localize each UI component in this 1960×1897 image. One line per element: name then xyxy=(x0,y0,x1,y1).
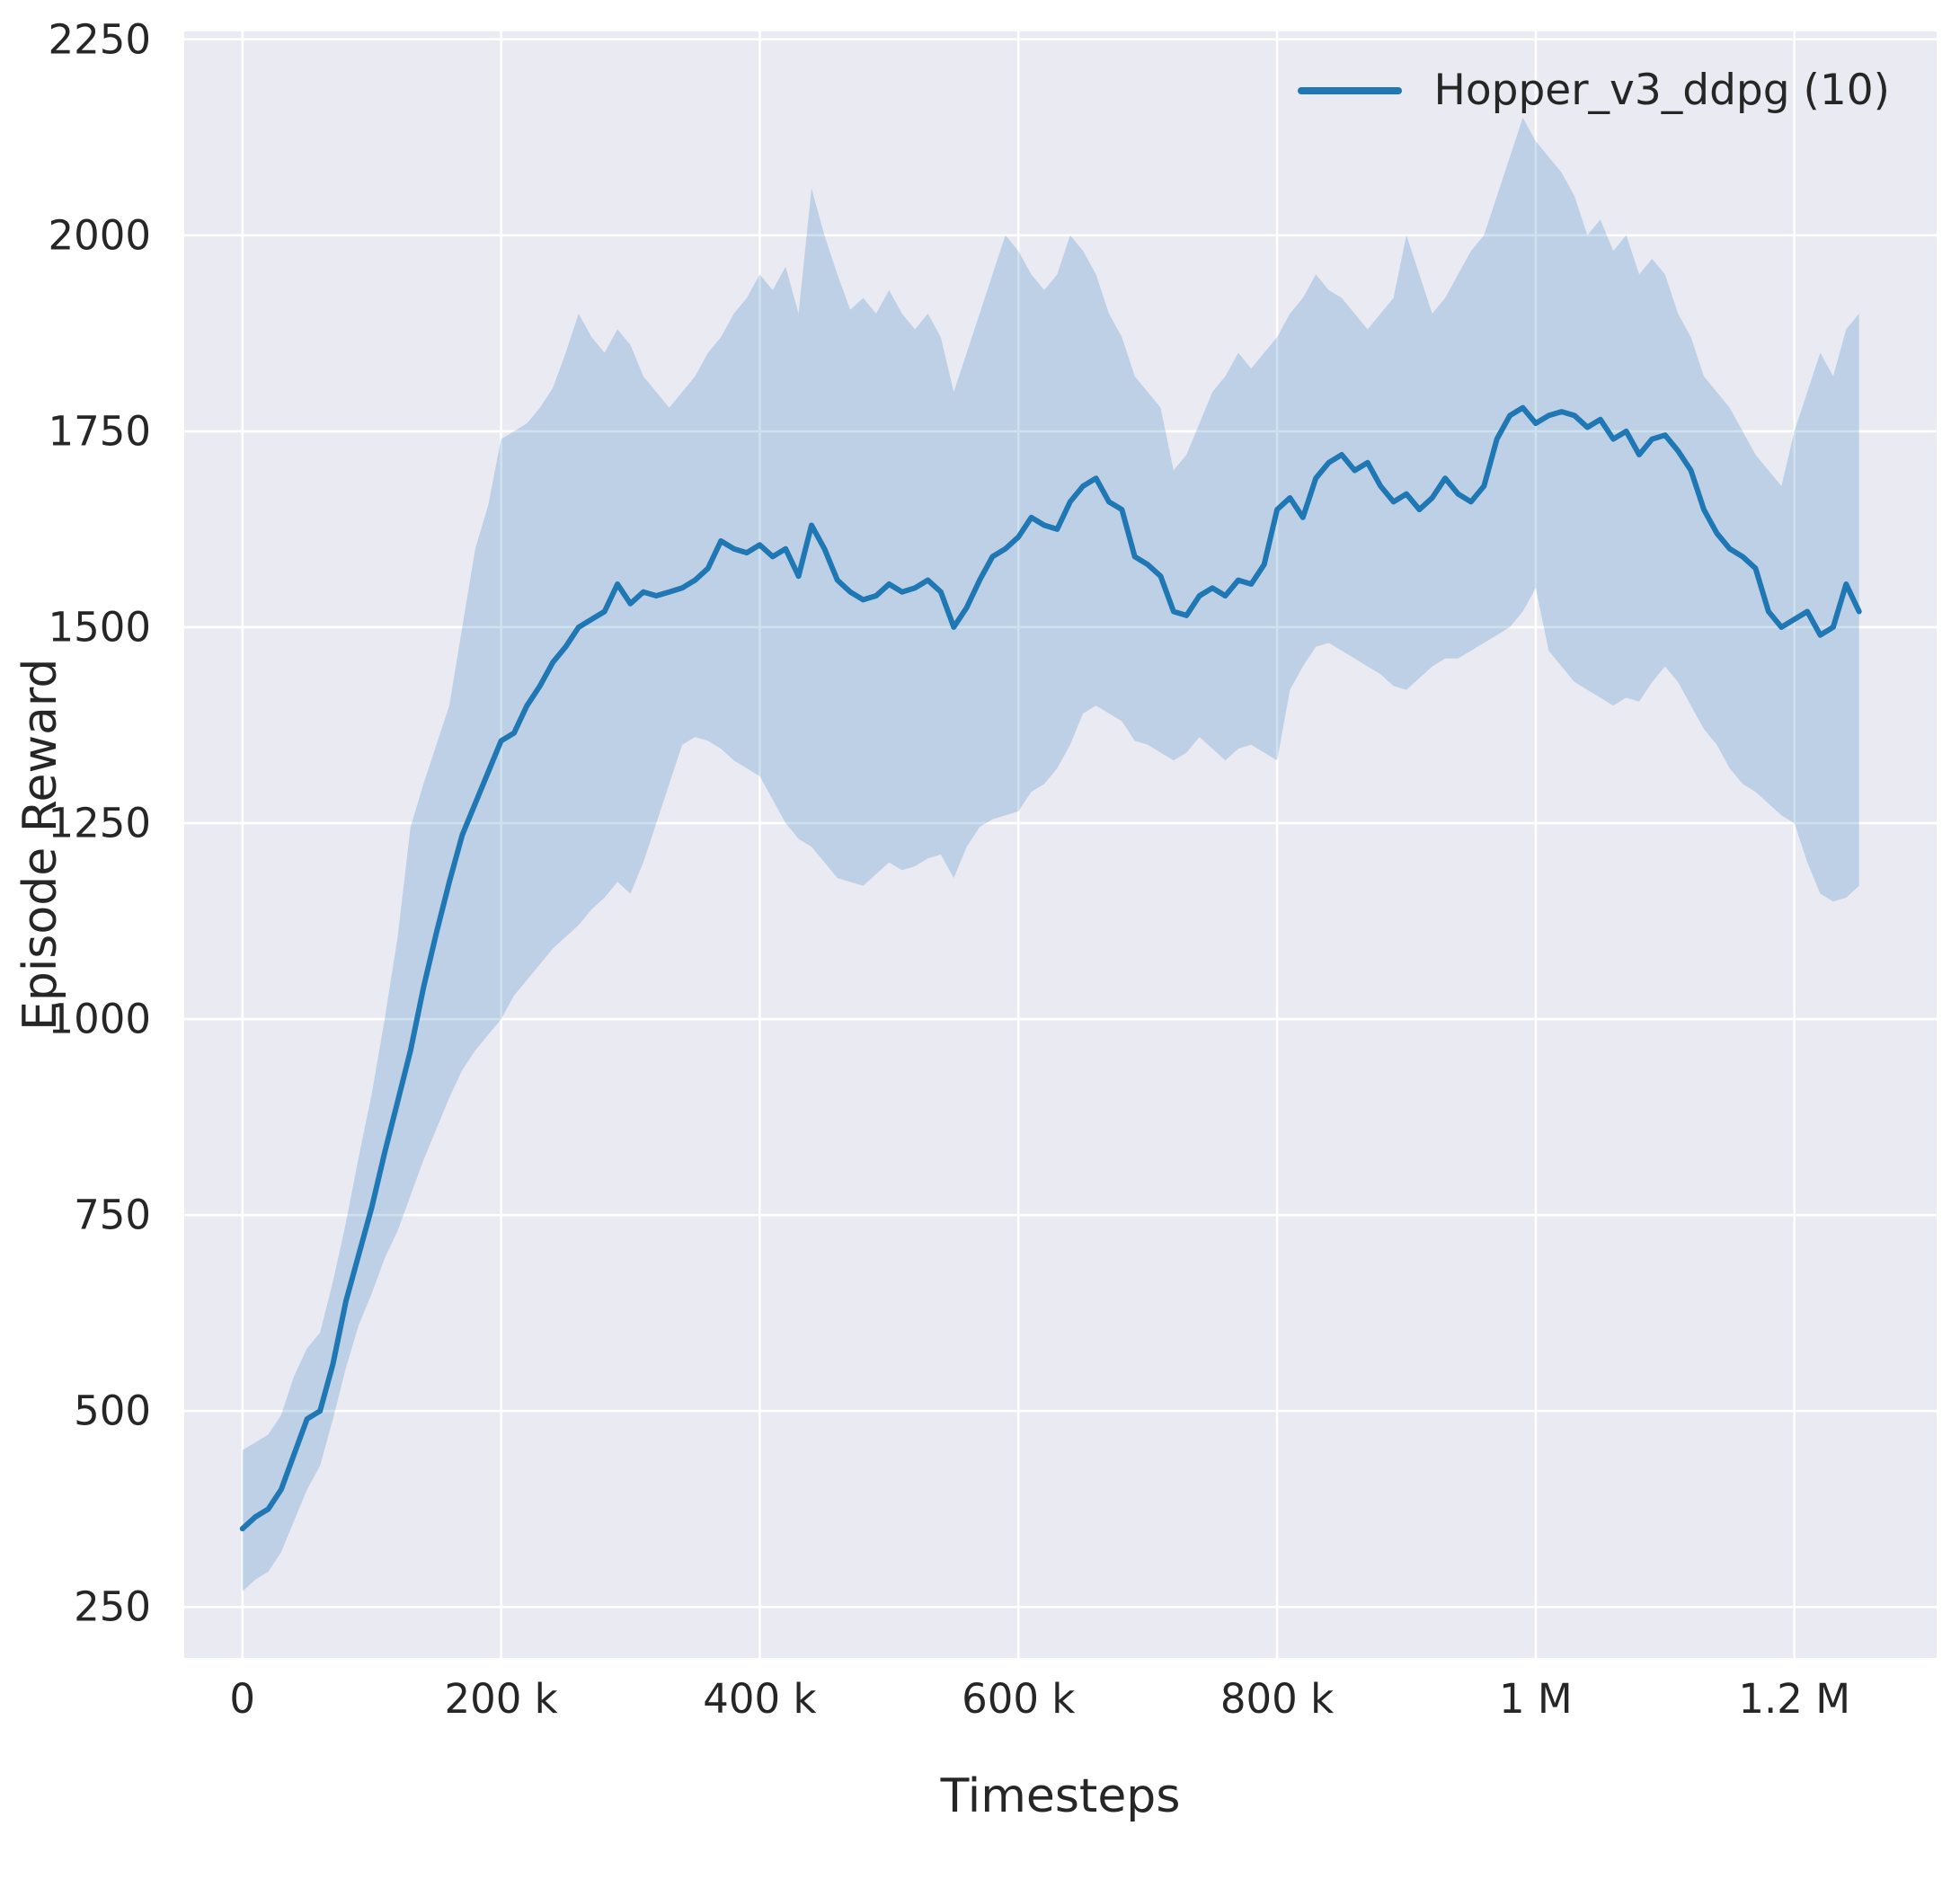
y-tick-label: 750 xyxy=(74,1191,151,1239)
y-tick-label: 2250 xyxy=(48,15,151,64)
legend-label: Hopper_v3_ddpg (10) xyxy=(1433,66,1890,115)
y-tick-label: 1250 xyxy=(48,799,151,847)
y-tick-label: 1750 xyxy=(48,407,151,456)
y-tick-label: 2000 xyxy=(48,211,151,260)
y-tick-label: 500 xyxy=(74,1387,151,1435)
y-tick-label: 1500 xyxy=(48,603,151,652)
plot-area: Hopper_v3_ddpg (10) xyxy=(184,31,1937,1658)
x-tick-label: 1 M xyxy=(1498,1675,1573,1723)
legend: Hopper_v3_ddpg (10) xyxy=(1297,66,1890,115)
x-tick-label: 0 xyxy=(229,1675,256,1723)
y-axis-tick-labels: 250 500 750 1000 1250 1500 1750 2000 2250 xyxy=(0,19,173,1658)
x-tick-label: 400 k xyxy=(703,1675,817,1723)
confidence-band xyxy=(242,118,1859,1591)
y-tick-label: 1000 xyxy=(48,995,151,1043)
x-tick-label: 600 k xyxy=(962,1675,1076,1723)
reward-curve-plot xyxy=(184,31,1937,1658)
x-axis-title: Timesteps xyxy=(940,1769,1181,1823)
legend-line-swatch xyxy=(1297,86,1402,94)
mean-line xyxy=(239,404,1862,1532)
x-tick-label: 800 k xyxy=(1219,1675,1335,1723)
gridlines xyxy=(184,31,1937,1658)
x-tick-label: 200 k xyxy=(444,1675,558,1723)
x-tick-label: 1.2 M xyxy=(1738,1675,1851,1723)
y-tick-label: 250 xyxy=(74,1582,151,1631)
